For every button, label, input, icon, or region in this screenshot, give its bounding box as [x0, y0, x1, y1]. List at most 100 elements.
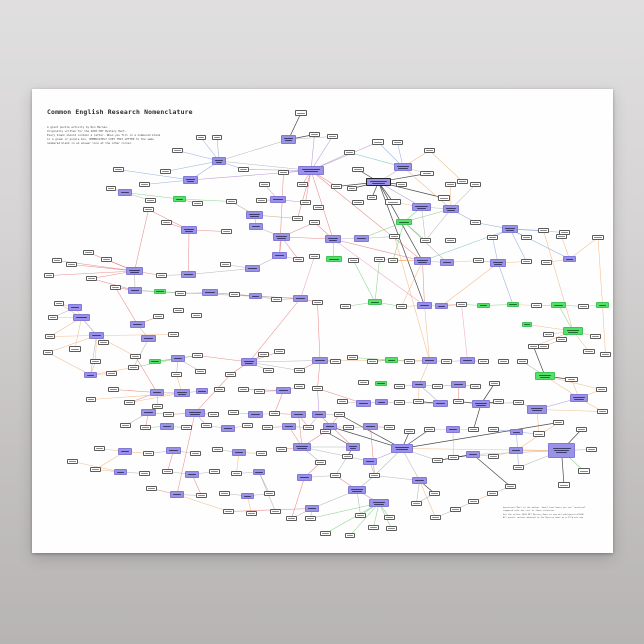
- graph-node-white: [600, 352, 611, 357]
- node-text-line: [69, 461, 76, 462]
- node-text-line: [163, 222, 170, 223]
- node-text-line: [543, 262, 550, 263]
- node-text-line: [342, 306, 349, 307]
- graph-node-white: [488, 427, 499, 432]
- node-text-line: [396, 402, 403, 403]
- graph-node-white: [358, 380, 369, 385]
- graph-node-white: [139, 182, 150, 187]
- node-text-line: [122, 425, 129, 426]
- graph-node-green: [173, 196, 186, 202]
- graph-node-white: [352, 200, 364, 205]
- graph-node-white: [478, 359, 489, 364]
- graph-node-white: [44, 273, 54, 278]
- graph-node-green: [396, 219, 412, 225]
- node-text-line: [414, 384, 424, 385]
- graph-node-white: [538, 344, 549, 349]
- node-text-line: [602, 354, 609, 355]
- graph-node-white: [396, 304, 407, 309]
- node-text-line: [556, 452, 567, 453]
- graph-node-white: [396, 182, 407, 187]
- node-text-line: [394, 447, 410, 448]
- graph-node-white: [168, 332, 179, 337]
- node-text-line: [455, 401, 462, 402]
- node-text-line: [297, 112, 305, 114]
- graph-node-white: [297, 182, 308, 187]
- node-text-line: [345, 427, 352, 428]
- graph-node-white: [388, 258, 398, 263]
- graph-node-white: [143, 451, 154, 456]
- graph-node-white: [556, 337, 567, 342]
- node-text-line: [388, 528, 395, 529]
- node-text-line: [311, 222, 318, 223]
- graph-node-white: [219, 491, 230, 496]
- graph-node-white: [543, 332, 554, 337]
- node-text-line: [174, 150, 181, 151]
- node-text-line: [274, 255, 285, 256]
- node-text-line: [244, 362, 254, 364]
- node-text-line: [376, 259, 383, 260]
- node-text-line: [333, 186, 340, 187]
- node-text-line: [115, 169, 122, 170]
- node-text-line: [443, 361, 450, 362]
- graph-node-white: [488, 454, 499, 459]
- node-text-line: [387, 359, 396, 361]
- graph-node-white: [246, 511, 257, 516]
- graph-node-white: [292, 216, 303, 221]
- node-text-line: [165, 414, 172, 415]
- graph-node-white: [576, 427, 587, 432]
- node-text-line: [152, 392, 162, 393]
- graph-node-purple: [118, 448, 132, 455]
- node-text-line: [228, 201, 235, 202]
- graph-node-purple: [202, 289, 218, 296]
- node-text-line: [108, 188, 114, 189]
- node-text-line: [580, 470, 588, 472]
- graph-node-purple: [273, 233, 290, 241]
- node-text-line: [183, 274, 194, 275]
- node-text-line: [580, 306, 587, 307]
- graph-node-purple: [128, 287, 142, 294]
- node-text-line: [539, 376, 551, 378]
- graph-node-white: [404, 359, 415, 364]
- node-text-line: [325, 426, 335, 427]
- graph-node-white: [372, 139, 384, 145]
- node-text-line: [396, 386, 403, 387]
- graph-node-white: [337, 399, 348, 404]
- node-text-line: [264, 427, 271, 428]
- graph-node-white: [331, 184, 342, 189]
- node-text-line: [470, 429, 477, 430]
- node-text-line: [130, 367, 137, 368]
- graph-node-white: [487, 491, 498, 496]
- graph-node-white: [294, 368, 305, 373]
- node-text-line: [92, 469, 99, 470]
- node-text-line: [214, 159, 224, 161]
- graph-node-white: [294, 384, 305, 389]
- node-text-line: [322, 431, 329, 432]
- node-text-line: [296, 445, 308, 447]
- graph-node-purple: [293, 443, 311, 451]
- graph-node-purple: [126, 267, 143, 275]
- graph-node-white: [190, 451, 201, 456]
- node-text-line: [566, 329, 580, 331]
- node-text-line: [505, 229, 515, 231]
- node-text-line: [302, 202, 309, 203]
- node-text-line: [598, 389, 605, 390]
- graph-node-white: [315, 460, 326, 465]
- node-text-line: [373, 503, 385, 505]
- node-text-line: [440, 197, 448, 199]
- graph-node-white: [596, 387, 607, 392]
- intro-line: A giant puzzle activity by Ron Mernau.: [47, 125, 109, 129]
- intro-line: in a green or purple box, IMMEDIATELY CO…: [47, 137, 154, 142]
- graph-node-purple: [435, 303, 448, 309]
- graph-node-purple: [527, 405, 547, 414]
- graph-node-white: [264, 491, 275, 496]
- node-text-line: [585, 351, 593, 352]
- node-text-line: [354, 202, 362, 203]
- graph-node-white: [295, 110, 307, 116]
- node-text-line: [311, 256, 318, 257]
- node-text-line: [173, 374, 180, 375]
- graph-node-purple: [348, 486, 366, 494]
- node-text-line: [354, 169, 362, 170]
- node-text-line: [535, 433, 543, 435]
- node-text-line: [314, 302, 321, 303]
- node-text-line: [490, 429, 497, 430]
